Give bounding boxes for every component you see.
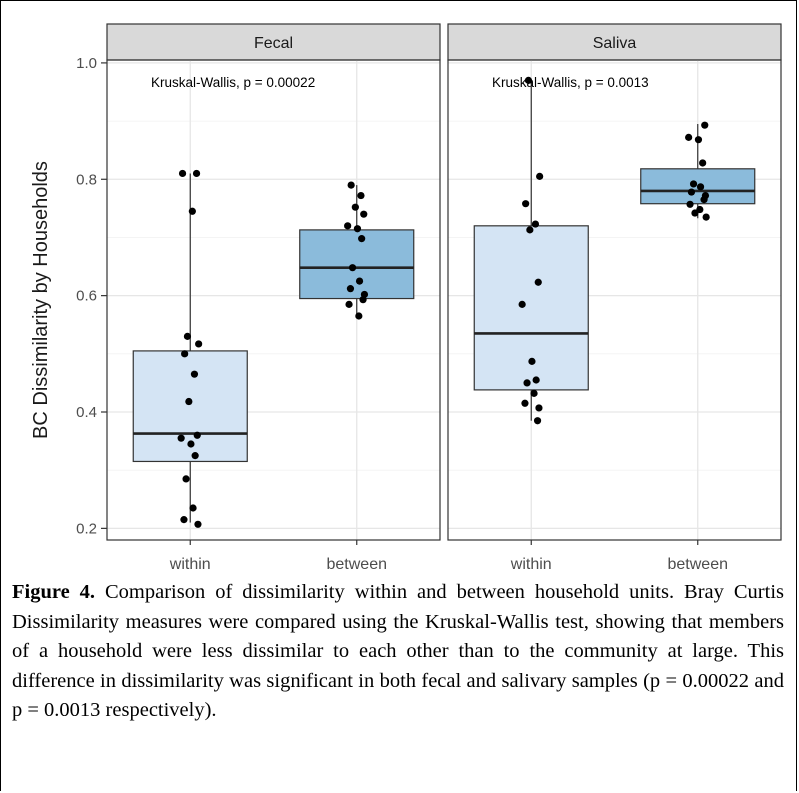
data-point [535,404,543,412]
data-point [518,300,526,308]
y-tick-label: 0.8 [76,171,97,188]
data-point [531,220,540,228]
data-point [685,133,693,141]
facet-strip-label: Fecal [254,35,293,52]
x-tick-label: between [668,556,729,573]
data-point [181,350,189,358]
data-point [696,183,705,191]
data-point [534,278,542,286]
data-point [530,389,538,397]
y-tick-label: 0.6 [76,288,97,305]
data-point [195,340,203,348]
data-point [528,357,536,365]
kruskal-wallis-annotation: Kruskal-Wallis, p = 0.0013 [492,75,649,90]
data-point [180,516,188,524]
y-tick-label: 1.0 [76,55,97,72]
data-point [699,159,707,167]
caption-text: Comparison of dissimilarity within and b… [12,581,784,721]
data-point [345,300,353,308]
data-point [346,285,355,293]
y-axis-label: BC Dissimilarity by Households [30,161,52,439]
facet-strip [447,23,782,61]
data-point [357,191,365,200]
data-point [344,222,352,230]
facet-panel-saliva: Saliva within between Kruskal-Wallis, p = 0… [447,23,782,573]
kruskal-wallis-annotation: Kruskal-Wallis, p = 0.00022 [151,75,315,90]
data-point [360,210,368,218]
data-point [689,180,698,188]
data-point [355,312,363,320]
data-point [191,452,199,460]
box-fecal-within [132,169,248,528]
data-point [348,264,357,272]
data-point [686,200,694,208]
data-point [194,520,202,528]
y-tick-label: 0.2 [76,520,97,537]
data-point [177,434,185,442]
data-point [185,397,193,406]
data-point [359,296,367,304]
data-point [353,225,362,233]
data-point [178,169,187,178]
data-point [193,431,201,439]
y-tick-label: 0.4 [76,404,97,421]
data-point [533,417,542,425]
box-saliva-within [473,76,589,425]
data-point [183,332,192,340]
data-point [523,379,531,387]
data-point [188,207,196,215]
panel-border [447,59,782,541]
facet-strip-label: Saliva [593,35,637,52]
data-point [358,235,366,243]
data-point [182,475,190,483]
data-point [700,196,708,204]
panel-border [106,59,441,541]
figure-caption: Figure 4. Comparison of dissimilarity wi… [12,578,784,726]
data-point [522,200,530,208]
data-point [190,370,199,378]
data-point [189,504,197,512]
x-tick-label: between [327,556,388,573]
data-point [687,188,696,196]
x-tick-label: within [169,556,211,573]
caption-label: Figure 4. [12,581,96,603]
data-point [536,172,544,180]
data-point [524,76,533,84]
data-point [691,209,699,217]
data-point [351,203,359,211]
data-point [347,181,355,189]
box-saliva-between [640,121,756,221]
data-point [526,226,534,234]
data-point [192,169,201,178]
data-point [702,213,710,221]
data-point [694,136,703,144]
data-point [187,440,195,448]
data-point [532,376,540,384]
box-iqr [473,225,589,391]
box-iqr [299,229,415,300]
facet-panel-fecal: Fecal within between Kruskal-Wallis, p = 0.… [106,23,441,573]
data-point [355,277,364,285]
data-point [521,399,529,407]
data-point [701,121,709,129]
x-tick-label: within [510,556,552,573]
box-plot-chart: BC Dissimilarity by Households 0.2 0.4 0.6 0… [30,23,782,573]
box-fecal-between [299,181,415,320]
